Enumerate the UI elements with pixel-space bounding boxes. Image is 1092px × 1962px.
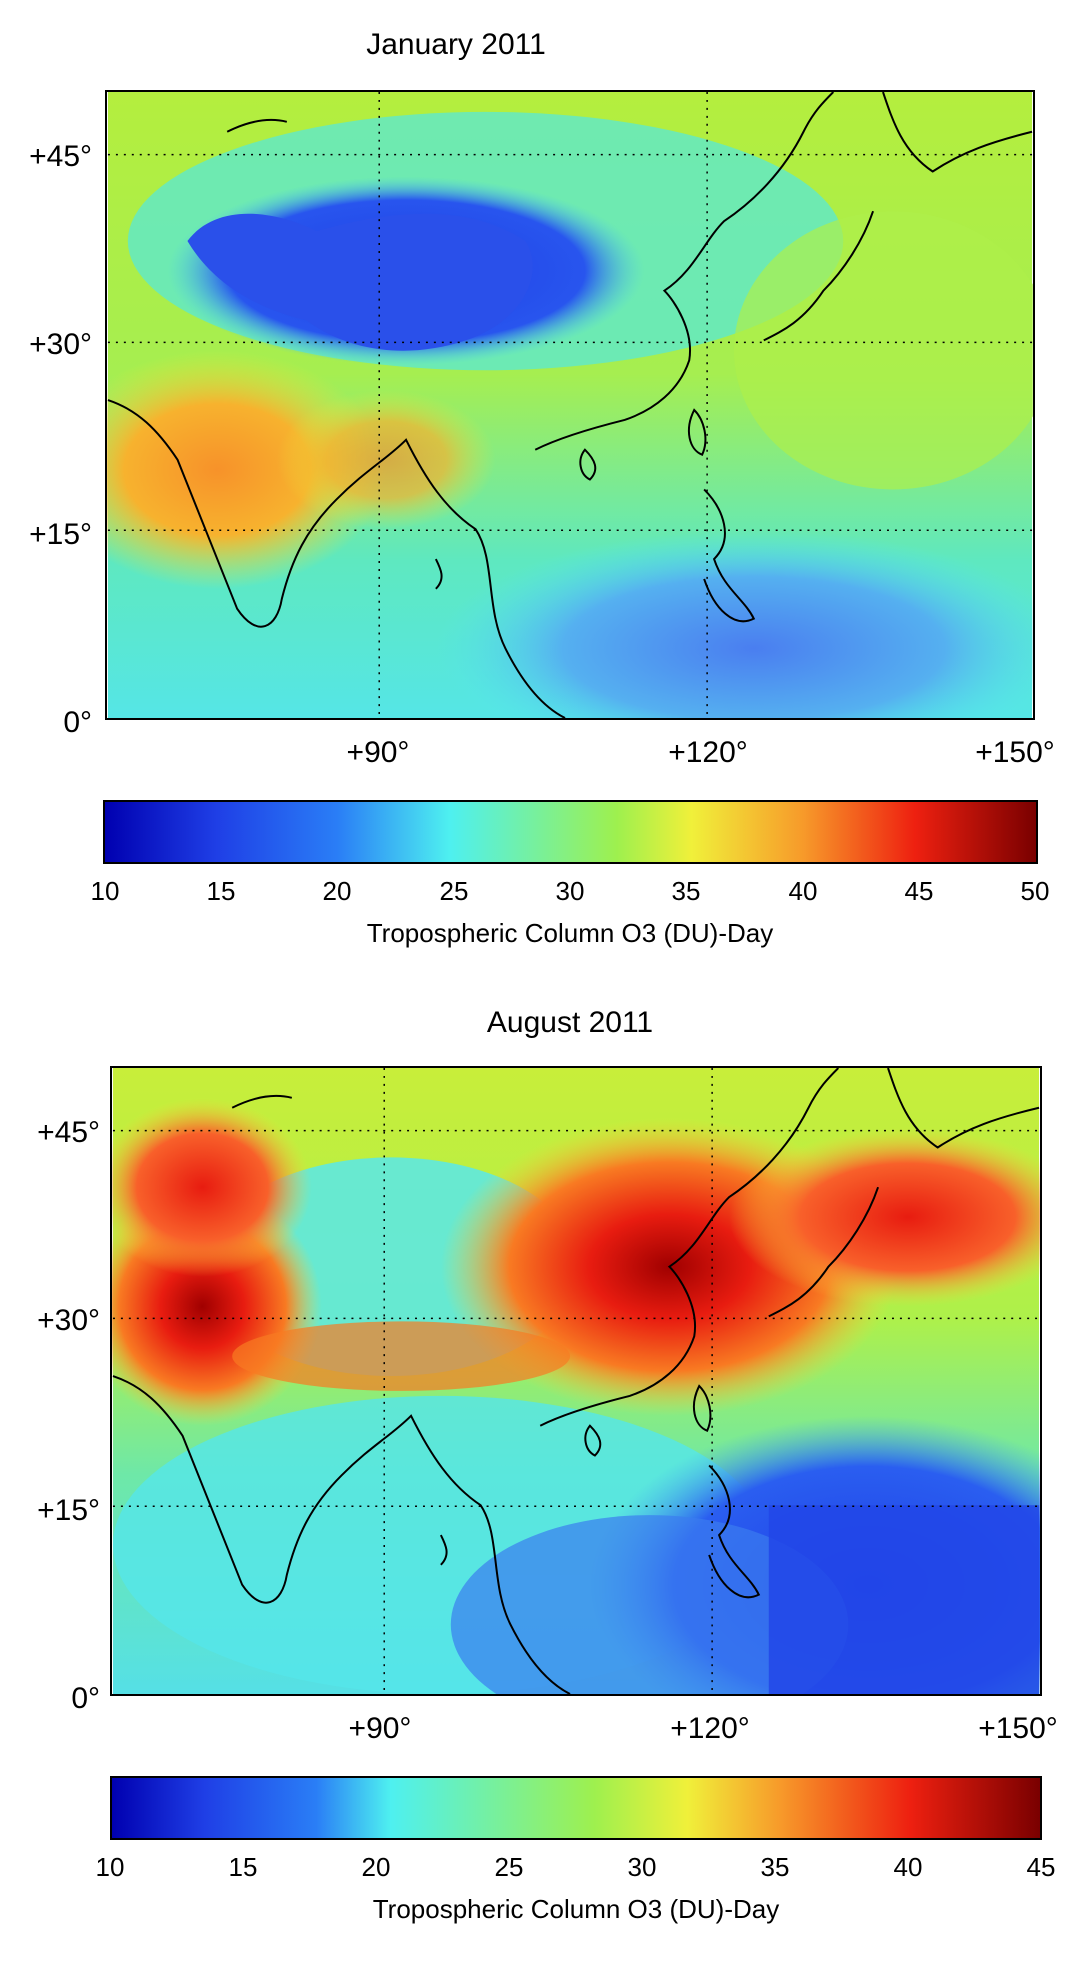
ozone-field-tropics-low (435, 529, 1033, 718)
colorbar-january (103, 800, 1038, 864)
ozone-field-tibet-core (187, 213, 533, 351)
ozone-field-north-high (112, 1097, 312, 1277)
panel-title: August 2011 (486, 1006, 654, 1039)
lat-label-0: 0° (71, 1682, 100, 1715)
colorbar-tick: 45 (1026, 1852, 1056, 1882)
graticule (112, 1068, 1040, 1694)
lon-label-150: +150° (975, 736, 1055, 769)
colorbar-tick: 30 (627, 1852, 657, 1882)
colorbar-tick: 45 (904, 876, 934, 906)
colorbar-tick: 10 (90, 876, 120, 906)
colorbar-tick: 20 (361, 1852, 391, 1882)
colorbar-tick: 35 (671, 876, 701, 906)
colorbar-tick: 50 (1020, 876, 1050, 906)
colorbar-august (110, 1776, 1042, 1840)
ozone-field-scs-low (450, 1515, 849, 1694)
coastlines (107, 92, 1033, 718)
lat-label-30: +30° (37, 1304, 100, 1337)
lat-label-30: +30° (29, 328, 92, 361)
ozone-field-japan-high (729, 1127, 1040, 1307)
ozone-field-band-orange (232, 1321, 571, 1391)
lat-label-15: +15° (29, 518, 92, 551)
colorbar-tick: 15 (228, 1852, 258, 1882)
graticule (107, 92, 1033, 718)
colorbar-label: Tropospheric Column O3 (DU)-Day (366, 918, 774, 948)
lat-label-0: 0° (63, 706, 92, 739)
lon-label-90: +90° (348, 1712, 412, 1745)
lon-label-90: +90° (346, 736, 410, 769)
colorbar-tick: 25 (494, 1852, 524, 1882)
colorbar-tick: 35 (760, 1852, 790, 1882)
colorbar-tick: 30 (555, 876, 585, 906)
ozone-field-pacific-green (734, 211, 1033, 490)
lon-label-120: +120° (668, 736, 748, 769)
colorbar-tick: 25 (439, 876, 469, 906)
lat-label-15: +15° (37, 1494, 100, 1527)
colorbar-label: Tropospheric Column O3 (DU)-Day (372, 1894, 780, 1924)
ozone-map-august (110, 1066, 1042, 1696)
ozone-map-january (105, 90, 1035, 720)
lon-label-150: +150° (978, 1712, 1058, 1745)
coastlines (112, 1068, 1040, 1694)
colorbar-tick: 40 (788, 876, 818, 906)
panel-title: January 2011 (366, 28, 546, 61)
colorbar-tick: 20 (322, 876, 352, 906)
colorbar-tick: 40 (893, 1852, 923, 1882)
ozone-field-pacific-core (768, 1505, 1040, 1694)
lon-label-120: +120° (670, 1712, 750, 1745)
colorbar-tick: 10 (95, 1852, 125, 1882)
colorbar-tick: 15 (206, 876, 236, 906)
lat-label-45: +45° (29, 140, 92, 173)
ozone-field-bay-high (276, 390, 496, 530)
lat-label-45: +45° (37, 1116, 100, 1149)
